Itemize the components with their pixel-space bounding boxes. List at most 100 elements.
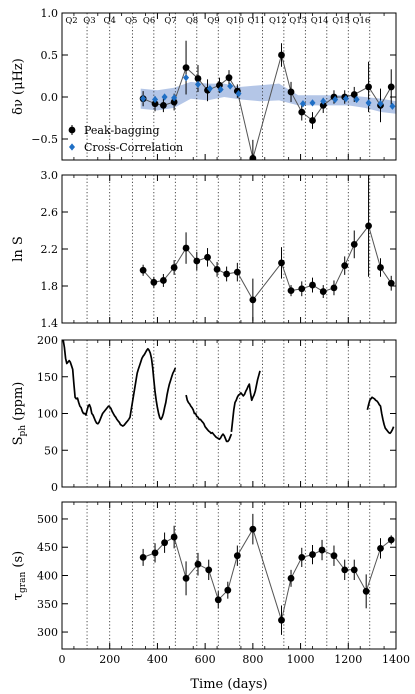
legend-entry: Peak-bagging xyxy=(84,124,160,137)
y-axis-label: τgran (s) xyxy=(11,551,28,600)
cross-correlation-point xyxy=(299,100,306,108)
data-point xyxy=(224,586,232,594)
plot-frame xyxy=(61,339,397,488)
data-point xyxy=(377,544,384,552)
data-point xyxy=(350,240,358,248)
data-point xyxy=(233,268,241,276)
quarter-label: Q12 xyxy=(269,16,287,26)
y-tick-label: 2.6 xyxy=(41,206,59,219)
y-tick-label: 50 xyxy=(44,444,58,457)
y-tick-label: 0 xyxy=(51,481,58,494)
panels: −0.5 0.0 0.5 1.0 δν (μHz) Q2 Q3 Q4 Q5 Q6 Q7 Q8 Q9 Q10… xyxy=(11,7,410,666)
quarter-label: Q7 xyxy=(164,16,176,26)
y-tick-label: 500 xyxy=(37,513,58,526)
y-tick-label: 400 xyxy=(37,570,58,583)
data-point xyxy=(287,287,295,295)
y-tick-label: −0.5 xyxy=(31,133,58,146)
data-point xyxy=(150,278,158,286)
data-point xyxy=(330,552,338,560)
y-tick-label: 1.4 xyxy=(41,317,59,330)
data-point xyxy=(223,270,231,278)
cross-correlation-point xyxy=(217,85,224,94)
data-point xyxy=(278,51,285,59)
cross-correlation-point xyxy=(161,93,168,101)
legend: Peak-bagging Cross-Correlation xyxy=(68,124,183,154)
cross-correlation-point xyxy=(342,95,349,103)
data-point xyxy=(298,285,306,293)
y-tick-label: 300 xyxy=(37,626,58,639)
panel-tau: 300 350 400 450 500 0 200 400 600 800 1000 1200 1400… xyxy=(11,501,410,666)
quarter-label: Q16 xyxy=(353,16,371,26)
y-axis-label: δν (μHz) xyxy=(11,58,26,115)
x-tick-label: 0 xyxy=(59,653,66,666)
quarter-label: Q4 xyxy=(104,16,116,26)
x-tick-label: 800 xyxy=(242,653,263,666)
legend-marker-diamond xyxy=(69,143,75,151)
x-tick-label: 400 xyxy=(147,653,168,666)
data-point xyxy=(225,74,233,82)
data-point xyxy=(319,288,327,295)
data-point xyxy=(170,264,178,271)
data-point xyxy=(278,259,285,267)
quarter-label: Q3 xyxy=(83,16,95,26)
y-tick-label: 0.5 xyxy=(41,49,59,62)
data-point xyxy=(182,574,190,582)
quarter-label: Q2 xyxy=(65,16,77,26)
cross-correlation-point xyxy=(320,97,327,105)
cross-correlation-point xyxy=(152,95,159,104)
quarter-label: Q6 xyxy=(143,16,155,26)
data-point xyxy=(233,552,241,560)
data-point xyxy=(365,83,372,91)
cross-correlation-point xyxy=(332,95,339,104)
data-point xyxy=(287,88,295,96)
data-point xyxy=(170,533,178,541)
data-point xyxy=(309,281,316,289)
data-point xyxy=(298,108,306,116)
y-axis-label: ln S xyxy=(11,236,26,262)
data-point xyxy=(249,525,257,533)
plot-area xyxy=(86,175,395,323)
quarter-label: Q15 xyxy=(332,16,350,26)
data-point xyxy=(151,100,159,108)
legend-entry: Cross-Correlation xyxy=(84,141,183,154)
y-tick-label: 350 xyxy=(37,598,58,611)
y-tick-label: 3.0 xyxy=(41,169,59,182)
y-tick-label: 1.0 xyxy=(41,7,59,20)
data-point xyxy=(341,262,349,270)
quarter-label: Q14 xyxy=(311,16,329,26)
data-point xyxy=(318,546,326,554)
cross-correlation-point xyxy=(389,102,396,110)
data-point xyxy=(159,277,167,284)
x-tick-label: 1000 xyxy=(287,653,315,666)
data-point xyxy=(194,75,202,82)
sph-segment xyxy=(230,370,261,432)
data-point xyxy=(387,536,395,544)
data-point xyxy=(214,596,222,604)
data-point xyxy=(330,284,338,292)
legend-marker-circle xyxy=(68,126,76,134)
quarter-label: Q11 xyxy=(248,16,266,26)
data-point xyxy=(387,279,395,287)
cross-correlation-point xyxy=(194,80,201,88)
data-point xyxy=(365,222,372,230)
data-point xyxy=(182,64,190,71)
quarter-label: Q8 xyxy=(186,16,198,26)
data-point xyxy=(193,257,201,265)
sph-segment xyxy=(185,394,233,443)
data-point xyxy=(387,83,395,91)
data-point xyxy=(139,266,147,274)
data-point xyxy=(309,551,316,558)
plot-area xyxy=(86,13,396,160)
cross-correlation-point xyxy=(377,100,384,108)
quarter-label: Q5 xyxy=(125,16,137,26)
data-point xyxy=(298,554,306,561)
data-point xyxy=(170,98,178,106)
y-tick-label: 2.2 xyxy=(41,243,59,256)
data-point xyxy=(377,264,384,271)
y-tick-label: 0.0 xyxy=(41,91,59,104)
cross-correlation-point xyxy=(183,74,190,82)
data-point xyxy=(350,91,358,98)
quarter-label: Q10 xyxy=(226,16,244,26)
y-tick-label: 150 xyxy=(37,371,58,384)
